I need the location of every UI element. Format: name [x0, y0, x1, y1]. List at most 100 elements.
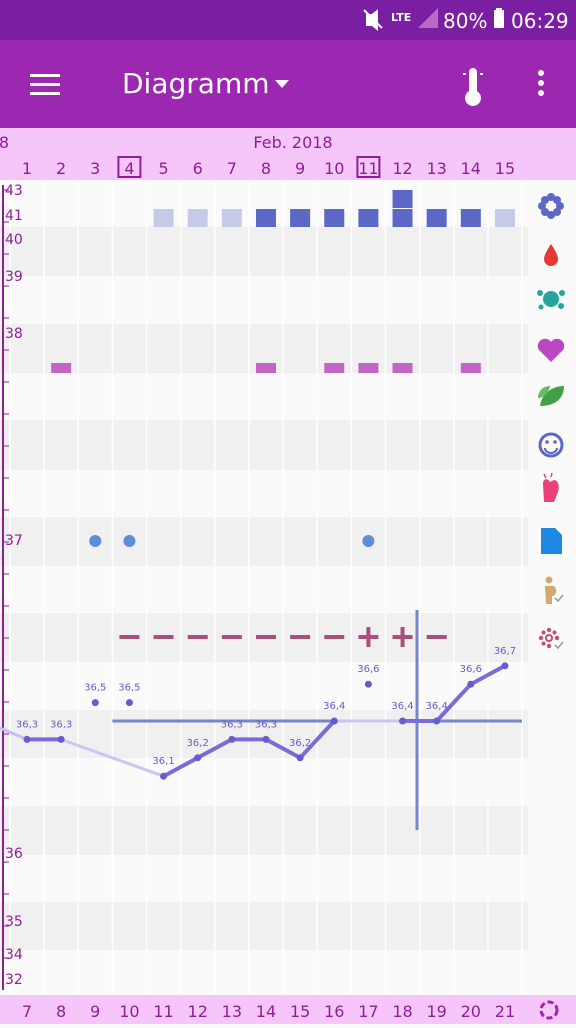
document-icon[interactable]	[541, 528, 562, 554]
mucus-mark[interactable]	[89, 535, 102, 547]
header-day[interactable]: 12	[392, 159, 412, 178]
bleeding-mark[interactable]	[153, 209, 174, 227]
cervix-minus-mark[interactable]	[221, 635, 242, 639]
grid-band	[0, 420, 528, 470]
bleeding-mark[interactable]	[221, 209, 242, 227]
cervix-plus-mark[interactable]	[400, 627, 405, 647]
intercourse-mark[interactable]	[392, 363, 413, 373]
temperature-point[interactable]	[125, 699, 133, 707]
temperature-point[interactable]	[194, 754, 202, 762]
cervix-minus-mark[interactable]	[153, 635, 174, 639]
header-day[interactable]: 3	[90, 159, 100, 178]
chart-area[interactable]: 43 41 40 39 38 37 36 35 34 32 36,3 36,3 36,5 36,5 36,1…	[0, 180, 576, 995]
header-day[interactable]: 5	[158, 159, 168, 178]
temperature-label: 36,3	[255, 719, 277, 730]
screen-title[interactable]: Diagramm	[122, 67, 270, 100]
bleeding-mark[interactable]	[494, 209, 515, 227]
grid-band	[0, 710, 528, 758]
header-day[interactable]: 10	[324, 159, 344, 178]
header-day[interactable]: 14	[461, 159, 481, 178]
header-day[interactable]: 7	[227, 159, 237, 178]
intercourse-mark[interactable]	[324, 363, 345, 373]
pregnant-icon[interactable]	[545, 576, 564, 605]
temperature-point[interactable]	[57, 735, 65, 743]
y-axis-label: 35	[5, 914, 23, 930]
bleeding-mark[interactable]	[255, 209, 276, 227]
temperature-point[interactable]	[433, 717, 441, 725]
hand-icon[interactable]	[543, 472, 559, 502]
cervix-minus-mark[interactable]	[290, 635, 311, 639]
curve-segment	[162, 756, 199, 778]
header-day[interactable]: 2	[56, 159, 66, 178]
temperature-label: 36,4	[323, 701, 345, 712]
grid-band	[0, 902, 528, 950]
header-day[interactable]: 8	[261, 159, 271, 178]
mucus-mark[interactable]	[123, 535, 136, 547]
temperature-point[interactable]	[91, 699, 99, 707]
temperature-label: 36,6	[460, 664, 482, 675]
intercourse-mark[interactable]	[255, 363, 276, 373]
bleeding-mark[interactable]	[358, 209, 379, 227]
drop-icon[interactable]	[544, 244, 558, 266]
temperature-point[interactable]	[23, 735, 31, 743]
header-day[interactable]: 6	[193, 159, 203, 178]
header-day[interactable]: 15	[495, 159, 515, 178]
bleeding-mark[interactable]	[392, 209, 413, 227]
header-day[interactable]: 1	[22, 159, 32, 178]
intercourse-mark[interactable]	[460, 363, 481, 373]
intercourse-mark[interactable]	[358, 363, 379, 373]
temperature-label: 36,3	[50, 719, 72, 730]
today-box	[117, 156, 142, 178]
temperature-point[interactable]	[262, 735, 270, 743]
cervix-minus-mark[interactable]	[119, 635, 140, 639]
temperature-point[interactable]	[228, 735, 236, 743]
temperature-point[interactable]	[399, 717, 407, 725]
temperature-point[interactable]	[160, 772, 168, 780]
cervix-minus-mark[interactable]	[324, 635, 345, 639]
triangle-down-icon[interactable]	[275, 80, 289, 88]
y-axis-label: 38	[5, 326, 23, 342]
curve-segment	[60, 737, 165, 778]
header-day[interactable]: 4	[124, 159, 134, 178]
intercourse-mark[interactable]	[51, 363, 72, 373]
header-day[interactable]: 13	[427, 159, 447, 178]
bleeding-mark[interactable]	[426, 209, 447, 227]
app-toolbar: Diagramm	[0, 40, 576, 128]
signal-icon	[418, 8, 438, 28]
heart-icon[interactable]	[537, 338, 565, 362]
temperature-label: 36,3	[221, 719, 243, 730]
temperature-point[interactable]	[296, 754, 304, 762]
thermometer-icon[interactable]	[463, 68, 483, 106]
temperature-point[interactable]	[467, 680, 475, 688]
header-day[interactable]: 11	[358, 159, 378, 178]
y-axis-label: 37	[5, 533, 23, 549]
bleeding-mark[interactable]	[324, 209, 345, 227]
header-day[interactable]: 9	[295, 159, 305, 178]
bleeding-mark[interactable]	[392, 190, 413, 208]
vertical-dots-icon[interactable]	[538, 70, 544, 96]
temperature-point[interactable]	[364, 680, 372, 688]
bleeding-mark[interactable]	[460, 209, 481, 227]
cycle-icon[interactable]	[539, 1000, 559, 1020]
bottom-day-axis: 7 8 9 10 11 12 13 14 15 16 17 18 19 20 21	[0, 995, 576, 1024]
flower-icon[interactable]	[538, 193, 564, 219]
temperature-point[interactable]	[501, 662, 509, 670]
temperature-label: 36,6	[357, 664, 379, 675]
leaf-icon[interactable]	[538, 386, 564, 406]
bleeding-mark[interactable]	[187, 209, 208, 227]
smiley-icon[interactable]	[538, 432, 564, 458]
cervix-minus-mark[interactable]	[426, 635, 447, 639]
sparkle-icon[interactable]	[538, 627, 564, 650]
hamburger-icon[interactable]	[30, 74, 60, 95]
bleeding-mark[interactable]	[290, 209, 311, 227]
splash-icon[interactable]	[537, 290, 565, 310]
cervix-minus-mark[interactable]	[255, 635, 276, 639]
mucus-mark[interactable]	[362, 535, 375, 547]
cervix-minus-mark[interactable]	[187, 635, 208, 639]
cervix-plus-mark[interactable]	[366, 627, 371, 647]
y-axis-label: 40	[5, 232, 23, 248]
y-axis-label: 34	[5, 947, 23, 963]
today-box	[356, 156, 381, 178]
temperature-point[interactable]	[330, 717, 338, 725]
temperature-label: 36,5	[84, 683, 106, 694]
